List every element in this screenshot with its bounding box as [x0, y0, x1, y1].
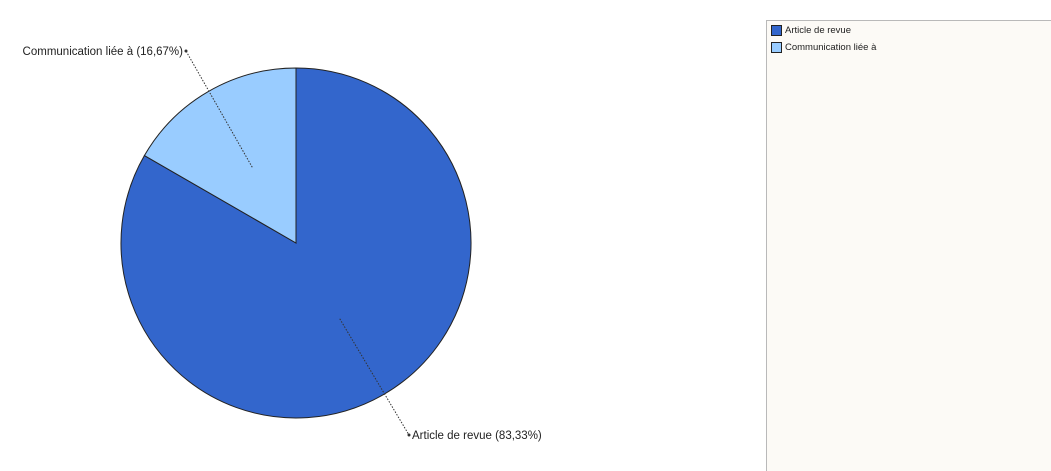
legend-item-communication: Communication liée à	[771, 40, 1051, 55]
legend-label-communication: Communication liée à	[785, 42, 877, 53]
legend: Article de revue Communication liée à	[766, 20, 1051, 471]
pie-chart: Article de revue (83,33%) Communication l…	[23, 46, 542, 442]
legend-label-article-de-revue: Article de revue	[785, 25, 852, 36]
slice-label-communication-li-e: Communication liée à (16,67%)	[23, 46, 184, 58]
legend-swatch-article-de-revue	[771, 25, 782, 36]
slice-label-article-de-revue: Article de revue (83,33%)	[412, 430, 542, 442]
leader-dot-communication-li-e	[184, 49, 188, 53]
legend-swatch-communication	[771, 42, 782, 53]
leader-line-communication-li-e	[185, 50, 253, 168]
legend-item-article-de-revue: Article de revue	[771, 23, 1051, 38]
leader-dot-article-de-revue	[407, 433, 411, 437]
